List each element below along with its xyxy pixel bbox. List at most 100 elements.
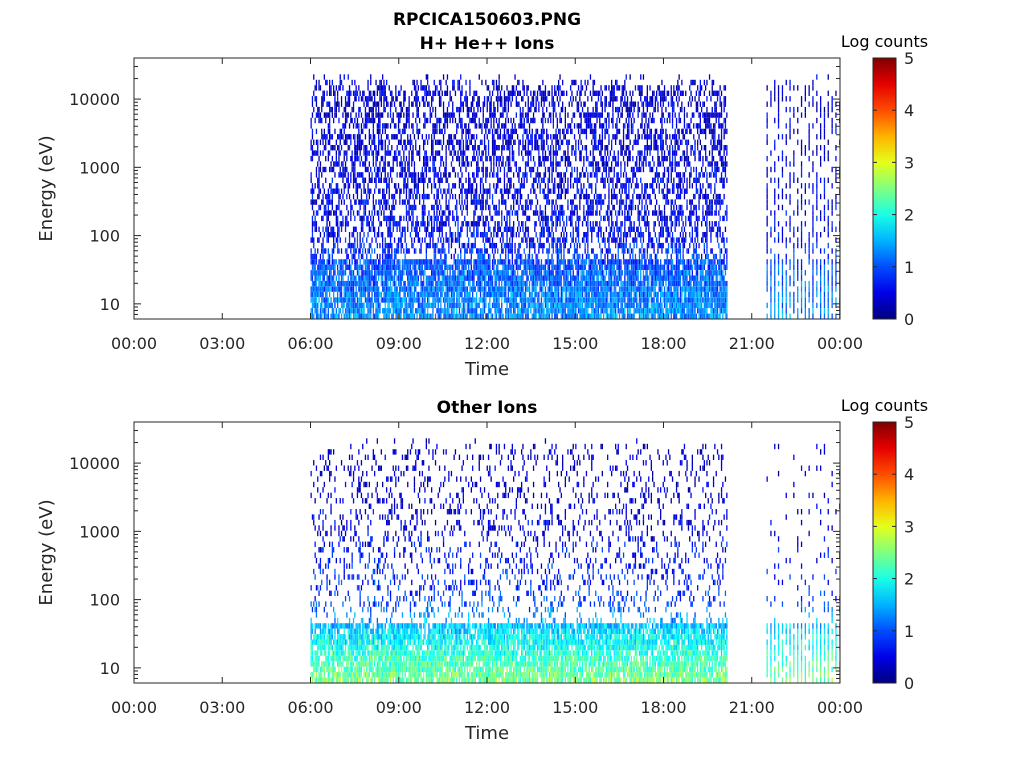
heatmap-cell (396, 161, 398, 167)
heatmap-cell (474, 270, 476, 276)
heatmap-cell (404, 123, 406, 129)
heatmap-cell (311, 237, 314, 243)
heatmap-cell (412, 280, 414, 287)
heatmap-cell (433, 291, 435, 298)
heatmap-cell (326, 215, 328, 222)
heatmap-cell (444, 248, 446, 254)
heatmap-cell (355, 275, 357, 281)
heatmap-cell (494, 204, 496, 211)
heatmap-cell (405, 297, 408, 303)
heatmap-cell (421, 280, 423, 287)
heatmap-cell (360, 275, 363, 281)
heatmap-cell (495, 96, 498, 102)
heatmap-cell (550, 280, 552, 287)
heatmap-cell (472, 112, 474, 118)
heatmap-cell (323, 145, 325, 151)
heatmap-cell (458, 286, 461, 292)
heatmap-cell (348, 264, 351, 270)
heatmap-cell (382, 139, 384, 145)
heatmap-cell (376, 242, 378, 249)
heatmap-cell (477, 226, 479, 232)
heatmap-cell (579, 112, 581, 118)
heatmap-cell (384, 275, 386, 281)
heatmap-cell (519, 253, 521, 260)
heatmap-cell (494, 302, 496, 309)
heatmap-cell (493, 291, 495, 298)
heatmap-cell (501, 221, 503, 227)
heatmap-cell (551, 177, 553, 183)
heatmap-cell (335, 183, 337, 189)
heatmap-cell (438, 79, 441, 86)
heatmap-cell (513, 193, 515, 200)
heatmap-cell (372, 204, 374, 211)
heatmap-cell (493, 85, 495, 91)
heatmap-cell (417, 275, 419, 281)
heatmap-cell (425, 172, 427, 178)
heatmap-cell (425, 96, 427, 102)
heatmap-cell (375, 291, 377, 298)
heatmap-cell (564, 286, 566, 292)
heatmap-cell (560, 313, 562, 319)
heatmap-cell (409, 259, 412, 265)
heatmap-cell (382, 264, 384, 270)
heatmap-cell (583, 172, 585, 178)
heatmap-cell (359, 106, 361, 113)
heatmap-cell (411, 204, 413, 211)
heatmap-cell (497, 145, 499, 151)
heatmap-cell (490, 280, 492, 287)
heatmap-cell (464, 297, 466, 303)
heatmap-cell (482, 221, 484, 227)
heatmap-cell (450, 302, 453, 309)
heatmap-cell (372, 101, 374, 107)
heatmap-cell (378, 112, 380, 118)
heatmap-cell (359, 259, 361, 265)
heatmap-cell (374, 291, 376, 298)
heatmap-cell (413, 172, 416, 178)
heatmap-cell (571, 286, 573, 292)
heatmap-cell (391, 101, 393, 107)
heatmap-cell (429, 302, 431, 309)
heatmap-cell (391, 90, 393, 96)
heatmap-cell (498, 291, 500, 298)
heatmap-cell (449, 280, 451, 287)
heatmap-cell (495, 270, 498, 276)
heatmap-cell (563, 90, 565, 96)
heatmap-cell (477, 215, 479, 222)
heatmap-cell (567, 177, 569, 183)
heatmap-cell (437, 215, 439, 222)
heatmap-cell (388, 270, 390, 276)
heatmap-cell (372, 193, 374, 200)
heatmap-cell (558, 139, 560, 145)
heatmap-cell (427, 101, 429, 107)
heatmap-cell (412, 308, 414, 314)
heatmap-cell (507, 193, 509, 200)
heatmap-cell (464, 188, 466, 194)
heatmap-cell (343, 291, 345, 298)
heatmap-cell (423, 286, 425, 292)
heatmap-cell (523, 117, 525, 124)
heatmap-cell (481, 253, 483, 260)
heatmap-cell (509, 150, 511, 156)
heatmap-cell (509, 237, 511, 243)
heatmap-cell (583, 297, 585, 303)
heatmap-cell (580, 264, 582, 270)
heatmap-cell (354, 96, 356, 102)
heatmap-cell (479, 313, 482, 319)
heatmap-cell (472, 248, 474, 254)
heatmap-cell (465, 286, 467, 292)
heatmap-cell (507, 275, 509, 281)
heatmap-cell (359, 204, 361, 211)
heatmap-cell (415, 85, 417, 91)
heatmap-cell (427, 275, 429, 281)
heatmap-cell (544, 96, 547, 102)
heatmap-cell (348, 280, 351, 287)
heatmap-cell (579, 242, 581, 249)
heatmap-cell (498, 199, 500, 205)
heatmap-cell (564, 259, 566, 265)
heatmap-cell (382, 232, 384, 238)
heatmap-cell (424, 221, 426, 227)
heatmap-cell (393, 150, 396, 156)
heatmap-cell (584, 297, 586, 303)
heatmap-cell (376, 270, 378, 276)
heatmap-cell (452, 302, 454, 309)
